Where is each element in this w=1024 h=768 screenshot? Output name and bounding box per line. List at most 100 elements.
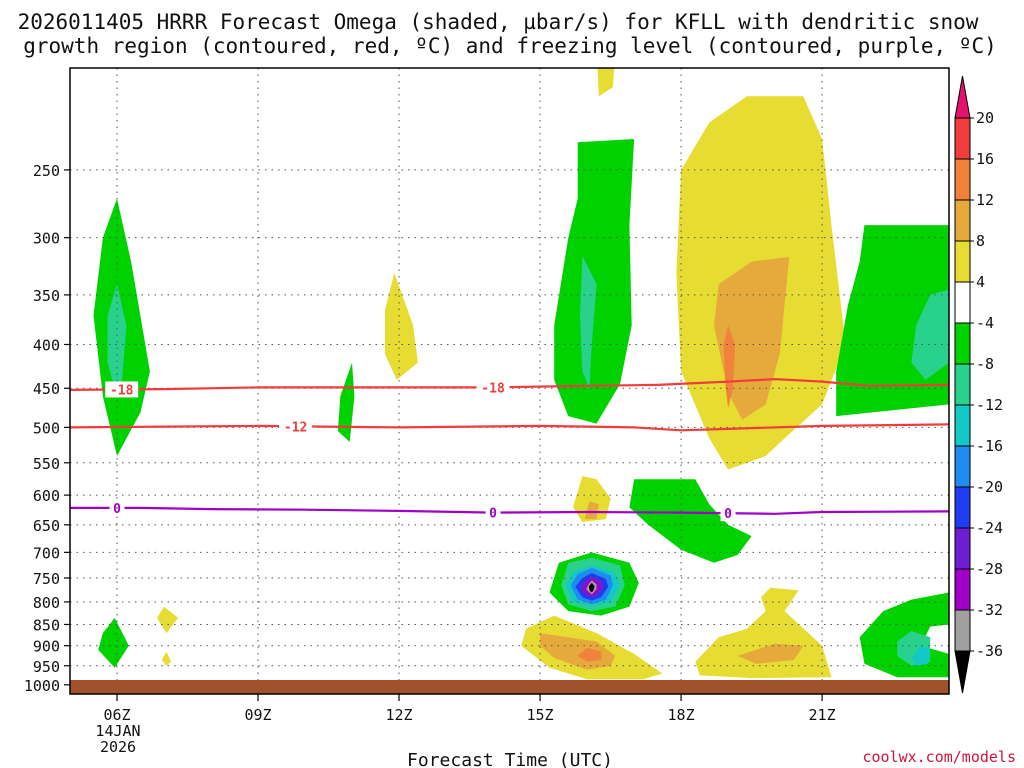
omega-shaded-region-33-neg4 bbox=[859, 592, 949, 678]
contour-label-bg--18-1 bbox=[476, 379, 510, 396]
colorbar-swatch--28-to--32 bbox=[954, 568, 971, 611]
colorbar-swatch--32-to--36 bbox=[954, 609, 971, 652]
chart-title-line1: 2026011405 HRRR Forecast Omega (shaded, … bbox=[18, 10, 979, 34]
omega-shaded-region-31-pos4 bbox=[695, 587, 832, 679]
colorbar-legend: 20 16 12 8 4 -4 -8 -12 -16 -20 -24 -28 -32 -36 bbox=[954, 75, 1003, 694]
colorbar-swatch-12-to-8 bbox=[954, 199, 971, 242]
y-tick-label-850: 850 bbox=[33, 616, 60, 634]
omega-shaded-region-6-pos4 bbox=[384, 273, 418, 380]
x-tick-label-21Z: 21Z bbox=[809, 706, 836, 724]
colorbar-label--8: -8 bbox=[976, 355, 994, 373]
omega-shaded-region-5-neg4 bbox=[337, 362, 355, 442]
omega-shaded-region-3-pos4 bbox=[157, 606, 179, 634]
colorbar-label--16: -16 bbox=[976, 437, 1003, 455]
contour-label-0-1: 0 bbox=[489, 507, 497, 522]
omega-shaded-region-1-neg8 bbox=[107, 284, 127, 397]
omega-shaded-region-18-neg4 bbox=[629, 479, 752, 563]
colorbar-label--12: -12 bbox=[976, 396, 1003, 414]
omega-shaded-region-4-pos4 bbox=[161, 651, 172, 666]
contour-line--18 bbox=[70, 377, 949, 391]
omega-shaded-region-30-pos12 bbox=[577, 647, 602, 662]
x-tick-label-15Z: 15Z bbox=[527, 706, 554, 724]
colorbar-swatch--24-to--28 bbox=[954, 527, 971, 570]
y-tick-label-900: 900 bbox=[33, 638, 60, 656]
chart-title-line2: growth region (contoured, red, ºC) and f… bbox=[23, 34, 997, 58]
colorbar-top-arrow bbox=[954, 75, 971, 119]
contour-layer: -18 -18 -12 0 0 0 bbox=[70, 377, 949, 522]
omega-shaded-region-7-pos4 bbox=[597, 68, 615, 97]
omega-shaded-region-16-pos4 bbox=[573, 476, 611, 522]
contour-label-bg-0-2 bbox=[720, 505, 736, 522]
y-tick-label-600: 600 bbox=[33, 487, 60, 505]
credit-watermark: coolwx.com/models bbox=[862, 748, 1016, 766]
y-axis: 250 300 350 400 450 500 550 600 650 700 750 800 850 9… bbox=[24, 162, 70, 695]
y-tick-label-950: 950 bbox=[33, 658, 60, 676]
y-tick-label-800: 800 bbox=[33, 594, 60, 612]
omega-shading-layer bbox=[93, 68, 949, 680]
x-axis-title: Forecast Time (UTC) bbox=[407, 750, 613, 768]
ground-terrain-band bbox=[70, 680, 949, 694]
colorbar-swatch--16-to--20 bbox=[954, 445, 971, 488]
omega-shaded-region-10-neg8 bbox=[580, 255, 597, 389]
y-tick-label-700: 700 bbox=[33, 544, 60, 562]
contour-label--12-0: -12 bbox=[284, 420, 307, 435]
y-tick-label-250: 250 bbox=[33, 162, 60, 180]
date-label-day: 14JAN bbox=[95, 722, 140, 740]
contour-label--18-0: -18 bbox=[110, 383, 134, 398]
colorbar-label-20: 20 bbox=[976, 109, 994, 127]
colorbar-swatch-8-to-4 bbox=[954, 240, 971, 283]
contour-line--12 bbox=[70, 423, 949, 432]
omega-shaded-region-32-pos8 bbox=[737, 643, 804, 664]
omega-shaded-region-2-neg4 bbox=[98, 617, 129, 668]
colorbar-swatch--8-to--12 bbox=[954, 363, 971, 406]
omega-shaded-region-27-neg36 bbox=[588, 582, 595, 593]
colorbar-swatch--4-to--8 bbox=[954, 322, 971, 365]
date-label-year: 2026 bbox=[100, 738, 136, 756]
omega-shaded-region-17-pos8 bbox=[584, 501, 599, 520]
x-tick-label-06Z: 06Z bbox=[103, 706, 130, 724]
colorbar-swatch-16-to-12 bbox=[954, 158, 971, 201]
x-axis: 06Z 09Z 12Z 15Z 18Z 21Z bbox=[103, 694, 836, 724]
colorbar-label--36: -36 bbox=[976, 642, 1003, 660]
colorbar-swatch--12-to--16 bbox=[954, 404, 971, 447]
y-tick-label-500: 500 bbox=[33, 419, 60, 437]
colorbar-label-12: 12 bbox=[976, 191, 994, 209]
y-tick-label-1000: 1000 bbox=[24, 677, 60, 695]
contour-label-bg--18-0 bbox=[105, 381, 139, 398]
omega-shaded-region-13-pos12 bbox=[723, 325, 736, 409]
colorbar-bottom-arrow bbox=[954, 650, 971, 694]
colorbar-label-16: 16 bbox=[976, 150, 994, 168]
omega-shaded-region-15-neg8 bbox=[911, 289, 949, 380]
contour-line-0 bbox=[70, 506, 949, 515]
omega-shaded-region-29-pos8 bbox=[540, 633, 616, 670]
y-tick-label-750: 750 bbox=[33, 570, 60, 588]
contour-label--18-1: -18 bbox=[481, 381, 505, 396]
colorbar-label--20: -20 bbox=[976, 478, 1003, 496]
colorbar-swatch--20-to--24 bbox=[954, 486, 971, 529]
contour-label-bg-0-0 bbox=[109, 499, 125, 516]
contour-label-0-2: 0 bbox=[724, 507, 732, 522]
colorbar-swatch-4-to--4 bbox=[954, 281, 971, 324]
y-tick-label-650: 650 bbox=[33, 517, 60, 535]
gridlines bbox=[70, 68, 949, 686]
plot-frame bbox=[69, 67, 950, 695]
colorbar-label--4: -4 bbox=[976, 314, 994, 332]
colorbar-label--24: -24 bbox=[976, 519, 1003, 537]
y-tick-label-550: 550 bbox=[33, 455, 60, 473]
omega-shaded-region-35-neg12 bbox=[911, 645, 931, 666]
y-tick-label-400: 400 bbox=[33, 337, 60, 355]
colorbar-label--32: -32 bbox=[976, 601, 1003, 619]
y-tick-label-350: 350 bbox=[33, 287, 60, 305]
contour-label-bg--12-0 bbox=[279, 418, 313, 435]
x-tick-label-12Z: 12Z bbox=[385, 706, 412, 724]
colorbar-label-4: 4 bbox=[976, 273, 985, 291]
y-tick-label-450: 450 bbox=[33, 380, 60, 398]
colorbar-label-8: 8 bbox=[976, 232, 985, 250]
contour-label-bg-0-1 bbox=[485, 504, 501, 521]
colorbar-label--28: -28 bbox=[976, 560, 1003, 578]
contour-label-0-0: 0 bbox=[113, 502, 121, 517]
y-tick-label-300: 300 bbox=[33, 230, 60, 248]
colorbar-swatch-20-to-16 bbox=[954, 117, 971, 160]
x-tick-label-09Z: 09Z bbox=[244, 706, 271, 724]
